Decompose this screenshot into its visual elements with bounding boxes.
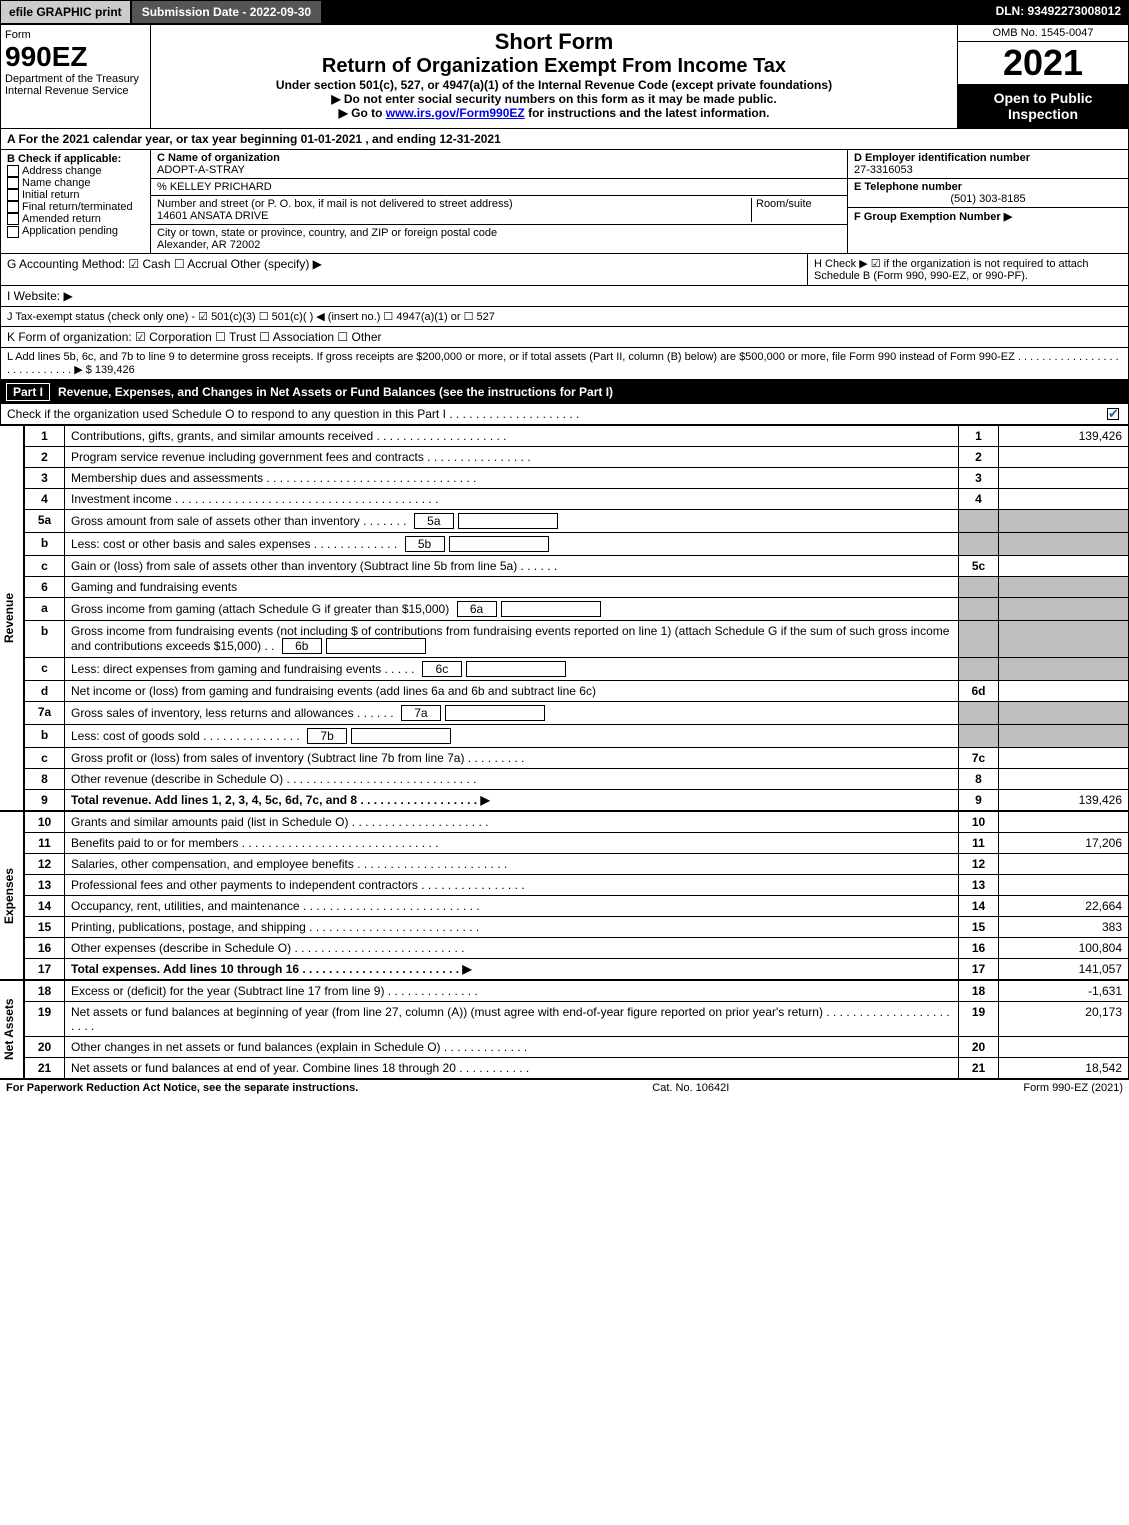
label-org-name: C Name of organization: [157, 152, 841, 164]
line-7a: 7aGross sales of inventory, less returns…: [25, 702, 1129, 725]
line-21: 21Net assets or fund balances at end of …: [25, 1058, 1129, 1079]
dept-treasury: Department of the Treasury Internal Reve…: [5, 73, 146, 97]
room-suite: Room/suite: [751, 198, 841, 222]
line-6b: bGross income from fundraising events (n…: [25, 621, 1129, 658]
netassets-side-label: Net Assets: [0, 980, 24, 1079]
label-phone: E Telephone number: [854, 181, 1122, 193]
footer-right: Form 990-EZ (2021): [1023, 1082, 1123, 1094]
chk-application-pending[interactable]: Application pending: [7, 225, 144, 237]
label-ein: D Employer identification number: [854, 152, 1122, 164]
section-j: J Tax-exempt status (check only one) - ☑…: [0, 307, 1129, 327]
part-1-title: Revenue, Expenses, and Changes in Net As…: [58, 385, 613, 399]
omb-number: OMB No. 1545-0047: [958, 25, 1128, 42]
section-k: K Form of organization: ☑ Corporation ☐ …: [0, 327, 1129, 348]
line-13: 13Professional fees and other payments t…: [25, 875, 1129, 896]
revenue-side-label: Revenue: [0, 425, 24, 811]
note-goto-post: for instructions and the latest informat…: [525, 106, 770, 120]
note-goto: ▶ Go to www.irs.gov/Form990EZ for instru…: [155, 106, 953, 120]
efile-print-button[interactable]: efile GRAPHIC print: [0, 0, 131, 24]
line-15: 15Printing, publications, postage, and s…: [25, 917, 1129, 938]
section-b-header: B Check if applicable:: [7, 153, 144, 165]
open-public: Open to Public Inspection: [958, 84, 1128, 128]
line-4: 4Investment income . . . . . . . . . . .…: [25, 489, 1129, 510]
line-1: 1Contributions, gifts, grants, and simil…: [25, 426, 1129, 447]
line-9: 9Total revenue. Add lines 1, 2, 3, 4, 5c…: [25, 790, 1129, 811]
irs-link[interactable]: www.irs.gov/Form990EZ: [386, 106, 525, 120]
line-11: 11Benefits paid to or for members . . . …: [25, 833, 1129, 854]
label-group-exemption: F Group Exemption Number ▶: [854, 210, 1122, 223]
chk-final-return[interactable]: Final return/terminated: [7, 201, 144, 213]
street: 14601 ANSATA DRIVE: [157, 210, 751, 222]
subtitle: Under section 501(c), 527, or 4947(a)(1)…: [155, 78, 953, 92]
line-8: 8Other revenue (describe in Schedule O) …: [25, 769, 1129, 790]
section-h: H Check ▶ ☑ if the organization is not r…: [808, 254, 1128, 285]
line-6c: cLess: direct expenses from gaming and f…: [25, 658, 1129, 681]
section-a: A For the 2021 calendar year, or tax yea…: [0, 129, 1129, 150]
title-short-form: Short Form: [155, 29, 953, 55]
org-name: ADOPT-A-STRAY: [157, 164, 841, 176]
care-of: % KELLEY PRICHARD: [151, 179, 847, 196]
line-7c: cGross profit or (loss) from sales of in…: [25, 748, 1129, 769]
line-5c: cGain or (loss) from sale of assets othe…: [25, 556, 1129, 577]
line-6d: dNet income or (loss) from gaming and fu…: [25, 681, 1129, 702]
section-i: I Website: ▶: [0, 286, 1129, 307]
line-6: 6Gaming and fundraising events: [25, 577, 1129, 598]
line-3: 3Membership dues and assessments . . . .…: [25, 468, 1129, 489]
label-city: City or town, state or province, country…: [157, 227, 841, 239]
section-g: G Accounting Method: ☑ Cash ☐ Accrual Ot…: [1, 254, 808, 285]
line-17: 17Total expenses. Add lines 10 through 1…: [25, 959, 1129, 980]
line-5a: 5aGross amount from sale of assets other…: [25, 510, 1129, 533]
section-l: L Add lines 5b, 6c, and 7b to line 9 to …: [0, 348, 1129, 380]
line-7b: bLess: cost of goods sold . . . . . . . …: [25, 725, 1129, 748]
line-12: 12Salaries, other compensation, and empl…: [25, 854, 1129, 875]
ein: 27-3316053: [854, 164, 1122, 176]
line-16: 16Other expenses (describe in Schedule O…: [25, 938, 1129, 959]
part-1-header: Part I Revenue, Expenses, and Changes in…: [0, 380, 1129, 404]
chk-name-change[interactable]: Name change: [7, 177, 144, 189]
chk-initial-return[interactable]: Initial return: [7, 189, 144, 201]
form-number: 990EZ: [5, 41, 146, 73]
dln: DLN: 93492273008012: [988, 0, 1129, 24]
part-1-checkbox[interactable]: [1107, 408, 1119, 420]
city-state-zip: Alexander, AR 72002: [157, 239, 841, 251]
line-18: 18Excess or (deficit) for the year (Subt…: [25, 981, 1129, 1002]
footer-left: For Paperwork Reduction Act Notice, see …: [6, 1082, 358, 1094]
line-20: 20Other changes in net assets or fund ba…: [25, 1037, 1129, 1058]
part-1-check-text: Check if the organization used Schedule …: [7, 407, 1107, 421]
title-return: Return of Organization Exempt From Incom…: [155, 55, 953, 78]
line-6a: aGross income from gaming (attach Schedu…: [25, 598, 1129, 621]
line-14: 14Occupancy, rent, utilities, and mainte…: [25, 896, 1129, 917]
form-word: Form: [5, 29, 146, 41]
footer-center: Cat. No. 10642I: [358, 1082, 1023, 1094]
tax-year: 2021: [958, 42, 1128, 84]
line-5b: bLess: cost or other basis and sales exp…: [25, 533, 1129, 556]
line-10: 10Grants and similar amounts paid (list …: [25, 812, 1129, 833]
line-2: 2Program service revenue including gover…: [25, 447, 1129, 468]
part-1-label: Part I: [6, 383, 50, 401]
chk-address-change[interactable]: Address change: [7, 165, 144, 177]
phone: (501) 303-8185: [854, 193, 1122, 205]
submission-date: Submission Date - 2022-09-30: [131, 0, 322, 24]
note-goto-pre: ▶ Go to: [339, 106, 386, 120]
expenses-side-label: Expenses: [0, 811, 24, 980]
chk-amended-return[interactable]: Amended return: [7, 213, 144, 225]
note-ssn: ▶ Do not enter social security numbers o…: [155, 92, 953, 106]
label-street: Number and street (or P. O. box, if mail…: [157, 198, 751, 210]
line-19: 19Net assets or fund balances at beginni…: [25, 1002, 1129, 1037]
